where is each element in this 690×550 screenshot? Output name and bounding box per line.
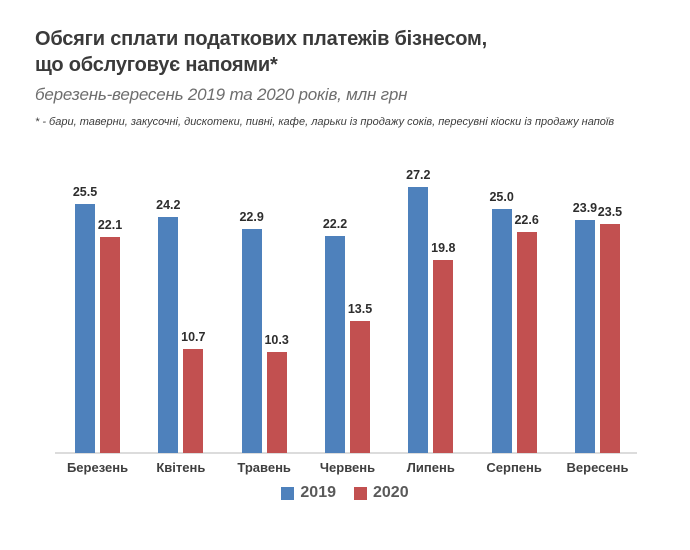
bar-group-1: 24.2 10.7 (156, 198, 206, 453)
category-label-text: Березень (66, 460, 129, 475)
value-label-2019-5: 25.0 (489, 190, 514, 204)
value-label-2020-4: 19.8 (431, 241, 456, 255)
value-label-2020-5: 22.6 (514, 213, 539, 227)
bar-2020-5: 22.6 (514, 213, 539, 453)
legend-item-2020: 2020 (354, 484, 409, 502)
bar-2019-1: 24.2 (156, 198, 181, 453)
legend-label-2019: 2019 (300, 484, 336, 501)
bar-group-6: 23.9 23.5 (573, 201, 622, 453)
legend-label-2020: 2020 (373, 484, 409, 501)
bar-group-4: 27.2 19.8 (406, 168, 455, 453)
bar-2020-3: 13.5 (348, 302, 372, 453)
bar-2020-0: 22.1 (98, 218, 122, 453)
value-label-2020-1: 10.7 (181, 330, 206, 344)
bar-2019-5: 25.0 (489, 190, 514, 453)
bar-group-3: 22.2 13.5 (323, 217, 372, 453)
value-label-2020-0: 22.1 (97, 218, 123, 232)
bar-2019-0: 25.5 (73, 185, 97, 453)
category-label-5: Серпень (486, 460, 542, 475)
value-label-2020-6: 23.5 (597, 205, 623, 219)
bar-2019-3: 22.2 (323, 217, 347, 453)
category-label-3: Червень (320, 460, 375, 475)
value-label-2019-0: 25.5 (72, 185, 98, 199)
category-label-0: Березень (67, 460, 128, 475)
chart-footnote: * - бари, таверни, закусочні, дискотеки,… (35, 116, 615, 128)
value-label-2019-3: 22.2 (322, 217, 348, 231)
bar-group-5: 25.0 22.6 (489, 190, 539, 453)
bar-2019-4: 27.2 (406, 168, 430, 453)
value-label-2020-3: 13.5 (347, 302, 373, 316)
value-label-2019-2: 22.9 (239, 210, 264, 224)
category-label-6: Вересень (567, 460, 629, 475)
category-label-text: Червень (319, 460, 376, 475)
category-label-text: Серпень (486, 460, 542, 475)
legend-item-2019: 2019 (281, 484, 336, 502)
bar-2020-4: 19.8 (431, 241, 455, 453)
value-label-2020-2: 10.3 (264, 333, 289, 347)
x-axis-labels: Березень Квітень Травень Червень Липень Серпе… (67, 460, 629, 475)
bar-2020-6: 23.5 (598, 205, 622, 453)
category-label-text: Травень (237, 460, 291, 475)
x-axis-line (55, 452, 637, 454)
category-label-text: Липень (406, 460, 455, 475)
legend: 2019 2020 (0, 484, 690, 502)
chart-header: Обсяги сплати податкових платежів бізнес… (35, 26, 665, 128)
value-label-2019-6: 23.9 (572, 201, 598, 215)
bar-2020-1: 10.7 (181, 330, 206, 453)
chart-subtitle: березень-вересень 2019 та 2020 років, мл… (35, 85, 408, 104)
bar-2019-6: 23.9 (573, 201, 597, 453)
chart-title: Обсяги сплати податкових платежів бізнес… (35, 26, 665, 78)
chart-title-line1: Обсяги сплати податкових платежів бізнес… (35, 28, 487, 50)
bar-2020-2: 10.3 (264, 333, 289, 453)
category-label-1: Квітень (156, 460, 206, 475)
bar-2019-2: 22.9 (239, 210, 264, 453)
value-label-2019-4: 27.2 (406, 168, 431, 182)
plot-area: 25.5 22.1 24.2 10.7 22.9 10.3 22.2 13.5 27.2 19.8… (0, 165, 690, 454)
chart-title-line2: що обслуговує напоями* (35, 54, 278, 76)
category-label-text: Квітень (156, 460, 206, 475)
value-label-2019-1: 24.2 (156, 198, 181, 212)
category-label-text: Вересень (566, 460, 629, 475)
legend-swatch-2020 (354, 486, 367, 500)
legend-swatch-2019 (281, 486, 295, 500)
bar-group-2: 22.9 10.3 (239, 210, 289, 453)
category-label-4: Липень (406, 460, 455, 475)
bar-groups: 25.5 22.1 24.2 10.7 22.9 10.3 22.2 13.5 27.2 19.8… (73, 165, 622, 453)
category-label-2: Травень (237, 460, 291, 475)
bar-group-0: 25.5 22.1 (73, 185, 122, 453)
